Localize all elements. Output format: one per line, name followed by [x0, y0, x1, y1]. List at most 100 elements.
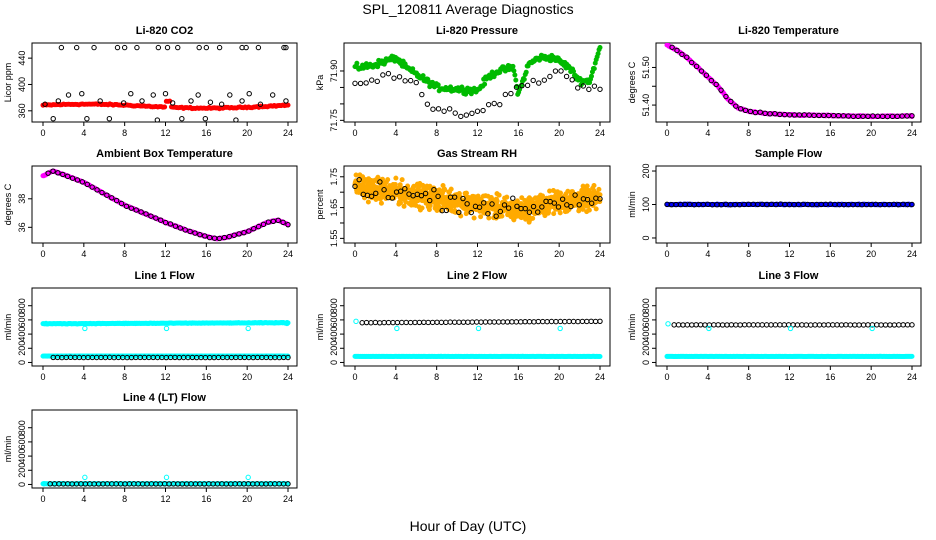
x-tick-label: 24 [907, 128, 917, 138]
plot-area [664, 43, 915, 120]
panel-1: Li-820 Pressure kPa 0 4 8 12 16 20 24 71.75 71.90 [315, 25, 611, 138]
data-point [385, 177, 391, 183]
data-point [169, 100, 176, 106]
panel-title: Li-820 Pressure [436, 25, 518, 37]
data-point [834, 322, 840, 328]
data-point [177, 225, 183, 231]
data-point [486, 215, 492, 221]
data-point [821, 322, 827, 328]
y-axis-label: ml/min [627, 314, 637, 341]
x-tick-label: 0 [352, 372, 357, 382]
data-point [211, 235, 218, 241]
data-point [380, 72, 386, 78]
data-point [669, 44, 675, 50]
data-point [552, 68, 559, 74]
panel-title: Li-820 Temperature [738, 25, 839, 37]
data-point [163, 474, 170, 481]
data-point [153, 215, 159, 221]
data-point [73, 44, 80, 51]
data-point [514, 203, 520, 209]
x-tick-label: 0 [664, 372, 669, 382]
plot-area [352, 172, 603, 225]
data-point [283, 98, 289, 104]
data-point [69, 175, 76, 181]
x-tick-label: 8 [434, 372, 439, 382]
series-line3-flow-samples [671, 322, 915, 328]
data-point [416, 319, 423, 326]
series-pressure-average [352, 44, 603, 97]
y-tick-label: 600 [17, 434, 27, 449]
data-point [588, 318, 594, 325]
data-point [260, 221, 267, 228]
data-point [752, 109, 759, 116]
data-point [41, 481, 47, 487]
data-point [58, 44, 65, 51]
data-point [143, 211, 149, 217]
y-tick-label: 38 [17, 194, 27, 204]
data-point [843, 322, 849, 328]
data-point [482, 81, 488, 87]
data-point [64, 173, 71, 180]
y-tick-label: 800 [17, 420, 27, 435]
data-point [474, 108, 481, 114]
data-point [500, 319, 506, 325]
data-point [43, 320, 49, 327]
x-tick-label: 12 [472, 372, 482, 382]
data-point [476, 204, 483, 210]
y-tick-label: 200 [641, 164, 651, 179]
x-tick-label: 4 [81, 128, 86, 138]
y-axis-label: ml/min [627, 191, 637, 218]
data-point [139, 98, 145, 104]
series-co2-average [40, 98, 291, 112]
series-line2-flow-outliers [353, 318, 563, 332]
data-point [724, 322, 730, 328]
x-tick-label: 8 [122, 249, 127, 259]
data-point [530, 215, 536, 221]
x-tick-label: 24 [595, 249, 605, 259]
y-axis-label: degrees C [627, 61, 637, 103]
data-point [150, 92, 156, 98]
y-tick-label: 440 [17, 51, 27, 66]
y-tick-label: 400 [641, 327, 651, 342]
data-point [708, 77, 714, 84]
data-point [389, 195, 396, 201]
data-point [468, 209, 474, 216]
data-point [887, 322, 893, 328]
data-point [539, 204, 545, 210]
data-point [541, 77, 548, 83]
data-point [747, 108, 754, 115]
x-tick-label: 12 [784, 249, 794, 259]
x-tick-label: 16 [513, 372, 523, 382]
data-point [196, 44, 202, 51]
x-tick-label: 0 [664, 249, 669, 259]
data-point [555, 204, 562, 210]
data-point [419, 91, 425, 98]
data-point [469, 319, 475, 325]
y-tick-label: 360 [17, 103, 27, 118]
data-point [513, 77, 519, 83]
data-point [535, 318, 542, 325]
data-point [494, 198, 500, 204]
series-line1-flow-samples [50, 354, 291, 361]
data-point [175, 44, 181, 51]
data-point [231, 232, 237, 238]
data-point [558, 68, 564, 74]
x-tick-label: 24 [283, 128, 293, 138]
data-point [502, 91, 509, 98]
data-point [163, 325, 170, 332]
data-point [381, 319, 387, 326]
data-point [591, 66, 597, 72]
data-point [118, 200, 125, 207]
plot-area [40, 168, 291, 242]
data-point [772, 322, 779, 328]
data-point [164, 44, 171, 51]
data-point [162, 90, 169, 97]
data-point [394, 325, 400, 332]
data-point [243, 44, 249, 51]
data-point [684, 54, 690, 60]
data-point [451, 319, 458, 325]
data-point [852, 322, 858, 328]
data-point [216, 235, 223, 242]
data-point [702, 322, 708, 328]
data-point [179, 116, 185, 122]
